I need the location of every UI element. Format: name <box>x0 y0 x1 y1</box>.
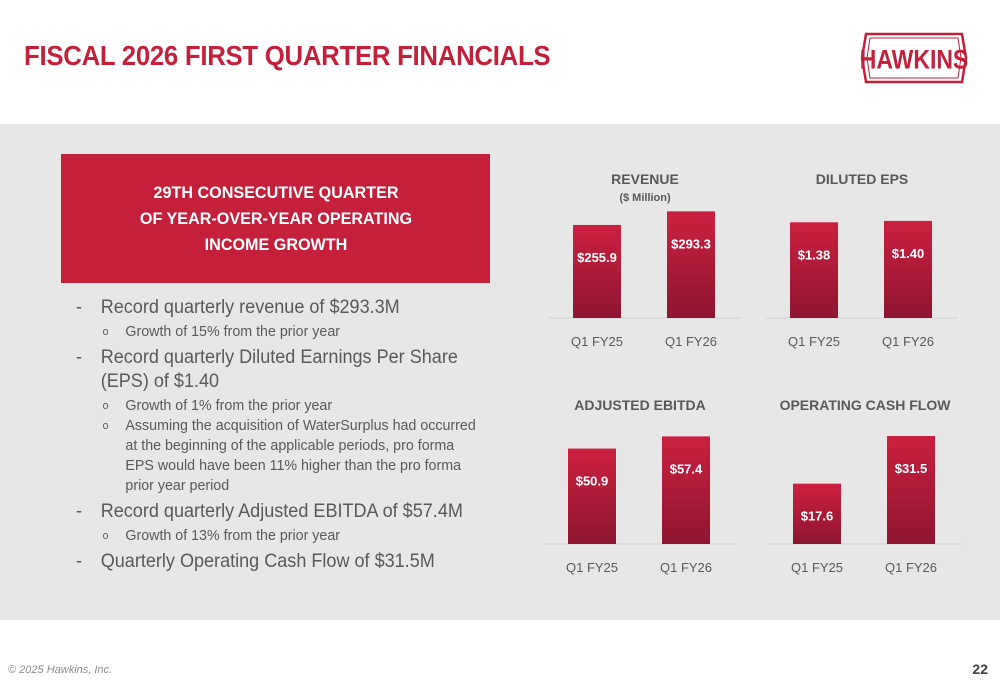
dash-marker: - <box>76 501 83 522</box>
circle-bullet-icon: o <box>102 400 109 412</box>
bar-q1-fy25 <box>793 483 841 544</box>
category-tick-label: Q1 FY26 <box>660 560 712 575</box>
callout-box: 29TH CONSECUTIVE QUARTER OF YEAR-OVER-YE… <box>61 154 490 283</box>
revenue-chart: REVENUE ($ Million) $255.9 Q1 FY25 $293.3 Q1 … <box>545 166 745 356</box>
category-tick-label: Q1 FY26 <box>665 334 717 349</box>
page-title: FISCAL 2026 FIRST QUARTER FINANCIALS <box>24 40 551 71</box>
bullet-text: Record quarterly Diluted Earnings Per Sh… <box>100 347 458 392</box>
copyright: © 2025 Hawkins, Inc. <box>8 664 113 676</box>
operating-cash-flow-chart-svg: OPERATING CASH FLOW $17.6 Q1 FY25 $31.5 Q1 F… <box>769 397 961 575</box>
bullet-item: - Record quarterly Adjusted EBITDA of $5… <box>76 500 485 546</box>
category-tick-label: Q1 FY26 <box>882 334 934 349</box>
bar-value-label: $50.9 <box>576 474 609 489</box>
sub-bullet-item: o Growth of 1% from the prior year <box>101 396 485 416</box>
circle-bullet-icon: o <box>102 530 109 542</box>
category-tick-label: Q1 FY25 <box>566 560 618 575</box>
chart-subtitle: ($ Million) <box>619 192 671 204</box>
diluted-eps-chart-svg: DILUTED EPS $1.38 Q1 FY25 $1.40 Q1 FY26 <box>766 171 958 349</box>
bullet-item: - Record quarterly Diluted Earnings Per … <box>76 346 485 496</box>
circle-bullet-icon: o <box>102 326 109 338</box>
category-tick-label: Q1 FY25 <box>791 560 843 575</box>
sub-bullet-text: Growth of 13% from the prior year <box>125 527 341 544</box>
bar-q1-fy26 <box>887 436 935 544</box>
bar-q1-fy26 <box>662 436 710 544</box>
sub-bullet-item: o Growth of 13% from the prior year <box>101 526 485 546</box>
bullet-text: Quarterly Operating Cash Flow of $31.5M <box>100 551 435 572</box>
bar-q1-fy25 <box>568 448 616 544</box>
dash-marker: - <box>76 347 83 368</box>
sub-bullet-item: o Growth of 15% from the prior year <box>101 322 485 342</box>
bar-q1-fy25 <box>790 222 838 318</box>
bar-q1-fy26 <box>667 211 715 318</box>
hawkins-logo: HAWKINS <box>860 32 969 84</box>
bar-value-label: $1.38 <box>798 247 831 262</box>
bar-value-label: $17.6 <box>801 509 834 524</box>
bar-q1-fy26 <box>884 220 932 318</box>
diluted-eps-chart: DILUTED EPS $1.38 Q1 FY25 $1.40 Q1 FY26 <box>762 166 962 356</box>
bar-value-label: $255.9 <box>577 250 617 265</box>
chart-title: REVENUE <box>611 171 679 187</box>
sub-bullet-text: Growth of 15% from the prior year <box>125 323 341 340</box>
callout-line: OF YEAR-OVER-YEAR OPERATING <box>139 208 412 228</box>
bullet-text: Record quarterly Adjusted EBITDA of $57.… <box>100 501 463 522</box>
logo-text: HAWKINS <box>860 46 969 75</box>
category-tick-label: Q1 FY26 <box>885 560 937 575</box>
callout-text: 29TH CONSECUTIVE QUARTER OF YEAR-OVER-YE… <box>119 180 433 258</box>
callout-line: INCOME GROWTH <box>204 234 347 254</box>
bullet-list: - Record quarterly revenue of $293.3M o G… <box>76 296 506 574</box>
chart-title: OPERATING CASH FLOW <box>780 397 952 413</box>
chart-title: DILUTED EPS <box>816 171 909 187</box>
adjusted-ebitda-chart: ADJUSTED EBITDA $50.9 Q1 FY25 $57.4 Q1 FY26 <box>540 392 740 582</box>
dash-marker: - <box>76 297 83 318</box>
operating-cash-flow-chart: OPERATING CASH FLOW $17.6 Q1 FY25 $31.5 Q1 F… <box>765 392 965 582</box>
bullet-item: - Quarterly Operating Cash Flow of $31.5… <box>76 550 485 574</box>
adjusted-ebitda-chart-svg: ADJUSTED EBITDA $50.9 Q1 FY25 $57.4 Q1 FY26 <box>544 397 736 575</box>
dash-marker: - <box>76 551 83 572</box>
category-tick-label: Q1 FY25 <box>788 334 840 349</box>
circle-bullet-icon: o <box>102 420 109 432</box>
page-number: 22 <box>972 661 988 677</box>
sub-bullet-text: Growth of 1% from the prior year <box>125 397 333 414</box>
bar-q1-fy25 <box>573 224 621 318</box>
bar-value-label: $31.5 <box>895 461 928 476</box>
revenue-chart-svg: REVENUE ($ Million) $255.9 Q1 FY25 $293.3 Q1 … <box>549 171 741 349</box>
bullet-text: Record quarterly revenue of $293.3M <box>100 297 400 318</box>
sub-bullet-text: Assuming the acquisition of WaterSurplus… <box>125 417 476 494</box>
category-tick-label: Q1 FY25 <box>571 334 623 349</box>
bar-value-label: $1.40 <box>892 246 925 261</box>
bar-value-label: $57.4 <box>670 461 703 476</box>
callout-line: 29TH CONSECUTIVE QUARTER <box>153 182 398 202</box>
chart-title: ADJUSTED EBITDA <box>574 397 705 413</box>
bullet-item: - Record quarterly revenue of $293.3M o G… <box>76 296 485 342</box>
bar-value-label: $293.3 <box>671 236 711 251</box>
sub-bullet-item: o Assuming the acquisition of WaterSurplu… <box>101 416 485 496</box>
